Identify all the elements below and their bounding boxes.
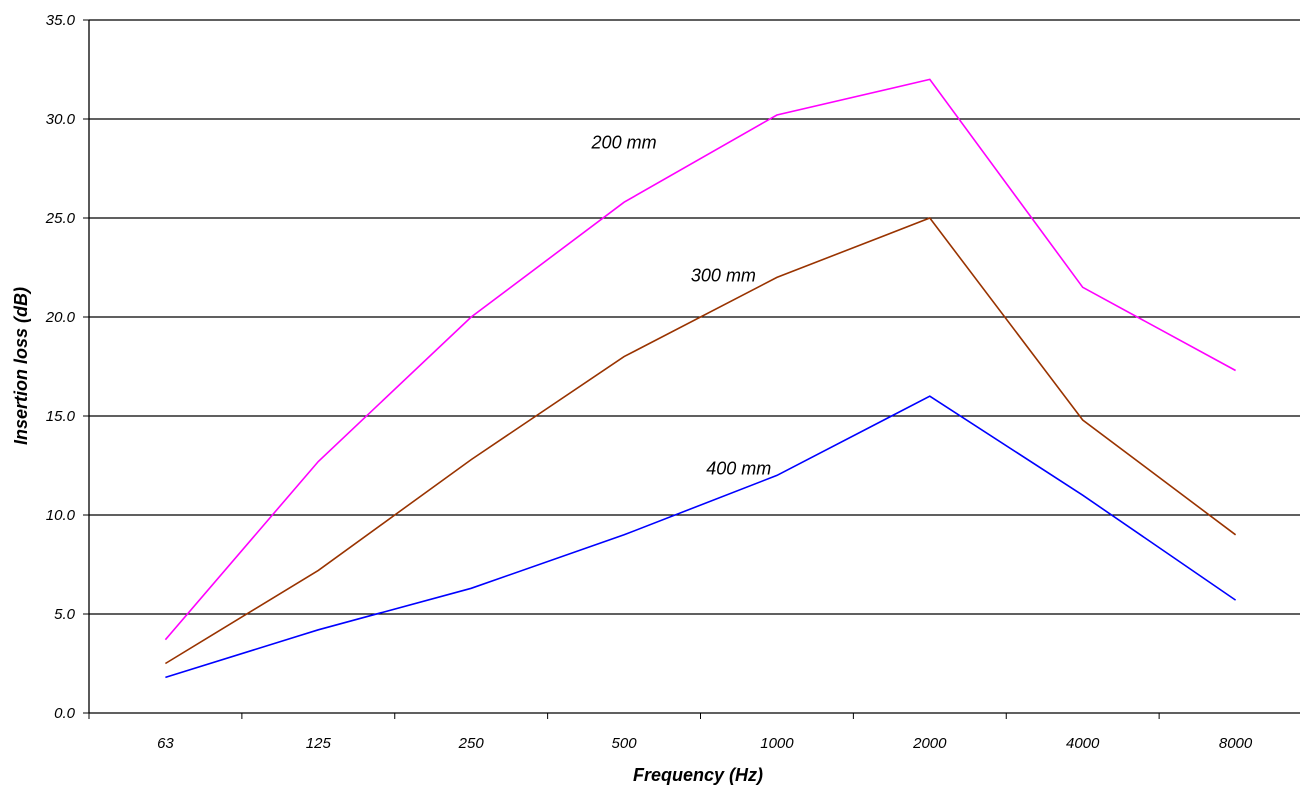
axes [88, 20, 1300, 714]
series-lines [164, 78, 1237, 679]
x-tick-label: 250 [458, 735, 485, 752]
series-line-300-mm [164, 217, 1237, 665]
y-tick-label: 30.0 [46, 111, 76, 128]
x-tick-label: 125 [306, 735, 332, 752]
series-label: 200 mm [591, 133, 657, 153]
y-tick-label: 10.0 [46, 507, 76, 524]
x-tick-label: 2000 [912, 735, 947, 752]
x-tick-label: 8000 [1219, 735, 1253, 752]
x-axis-title: Frequency (Hz) [633, 765, 763, 785]
series-line-400-mm [165, 395, 1237, 679]
x-tick-label: 500 [612, 735, 638, 752]
x-tick-label: 1000 [760, 735, 794, 752]
x-tick-labels: 63 125 250 500 1000 2000 4000 8000 [88, 713, 1253, 752]
y-tick-label: 25.0 [45, 210, 76, 227]
y-tick-label: 5.0 [54, 606, 76, 623]
y-tick-labels: 0.0 5.0 10.0 15.0 20.0 25.0 30.0 35.0 [45, 12, 89, 722]
x-tick-label: 63 [157, 735, 174, 752]
series-line-200-mm [164, 78, 1236, 641]
gridlines [89, 19, 1300, 615]
y-tick-label: 15.0 [46, 408, 76, 425]
series-label: 300 mm [691, 265, 756, 285]
y-tick-label: 0.0 [54, 705, 76, 722]
x-tick-label: 4000 [1066, 735, 1100, 752]
y-axis-title: Insertion loss (dB) [11, 287, 31, 445]
y-tick-label: 35.0 [46, 12, 76, 29]
series-labels: 200 mm 300 mm 400 mm [591, 133, 772, 479]
series-label: 400 mm [706, 458, 771, 478]
y-tick-label: 20.0 [45, 309, 76, 326]
